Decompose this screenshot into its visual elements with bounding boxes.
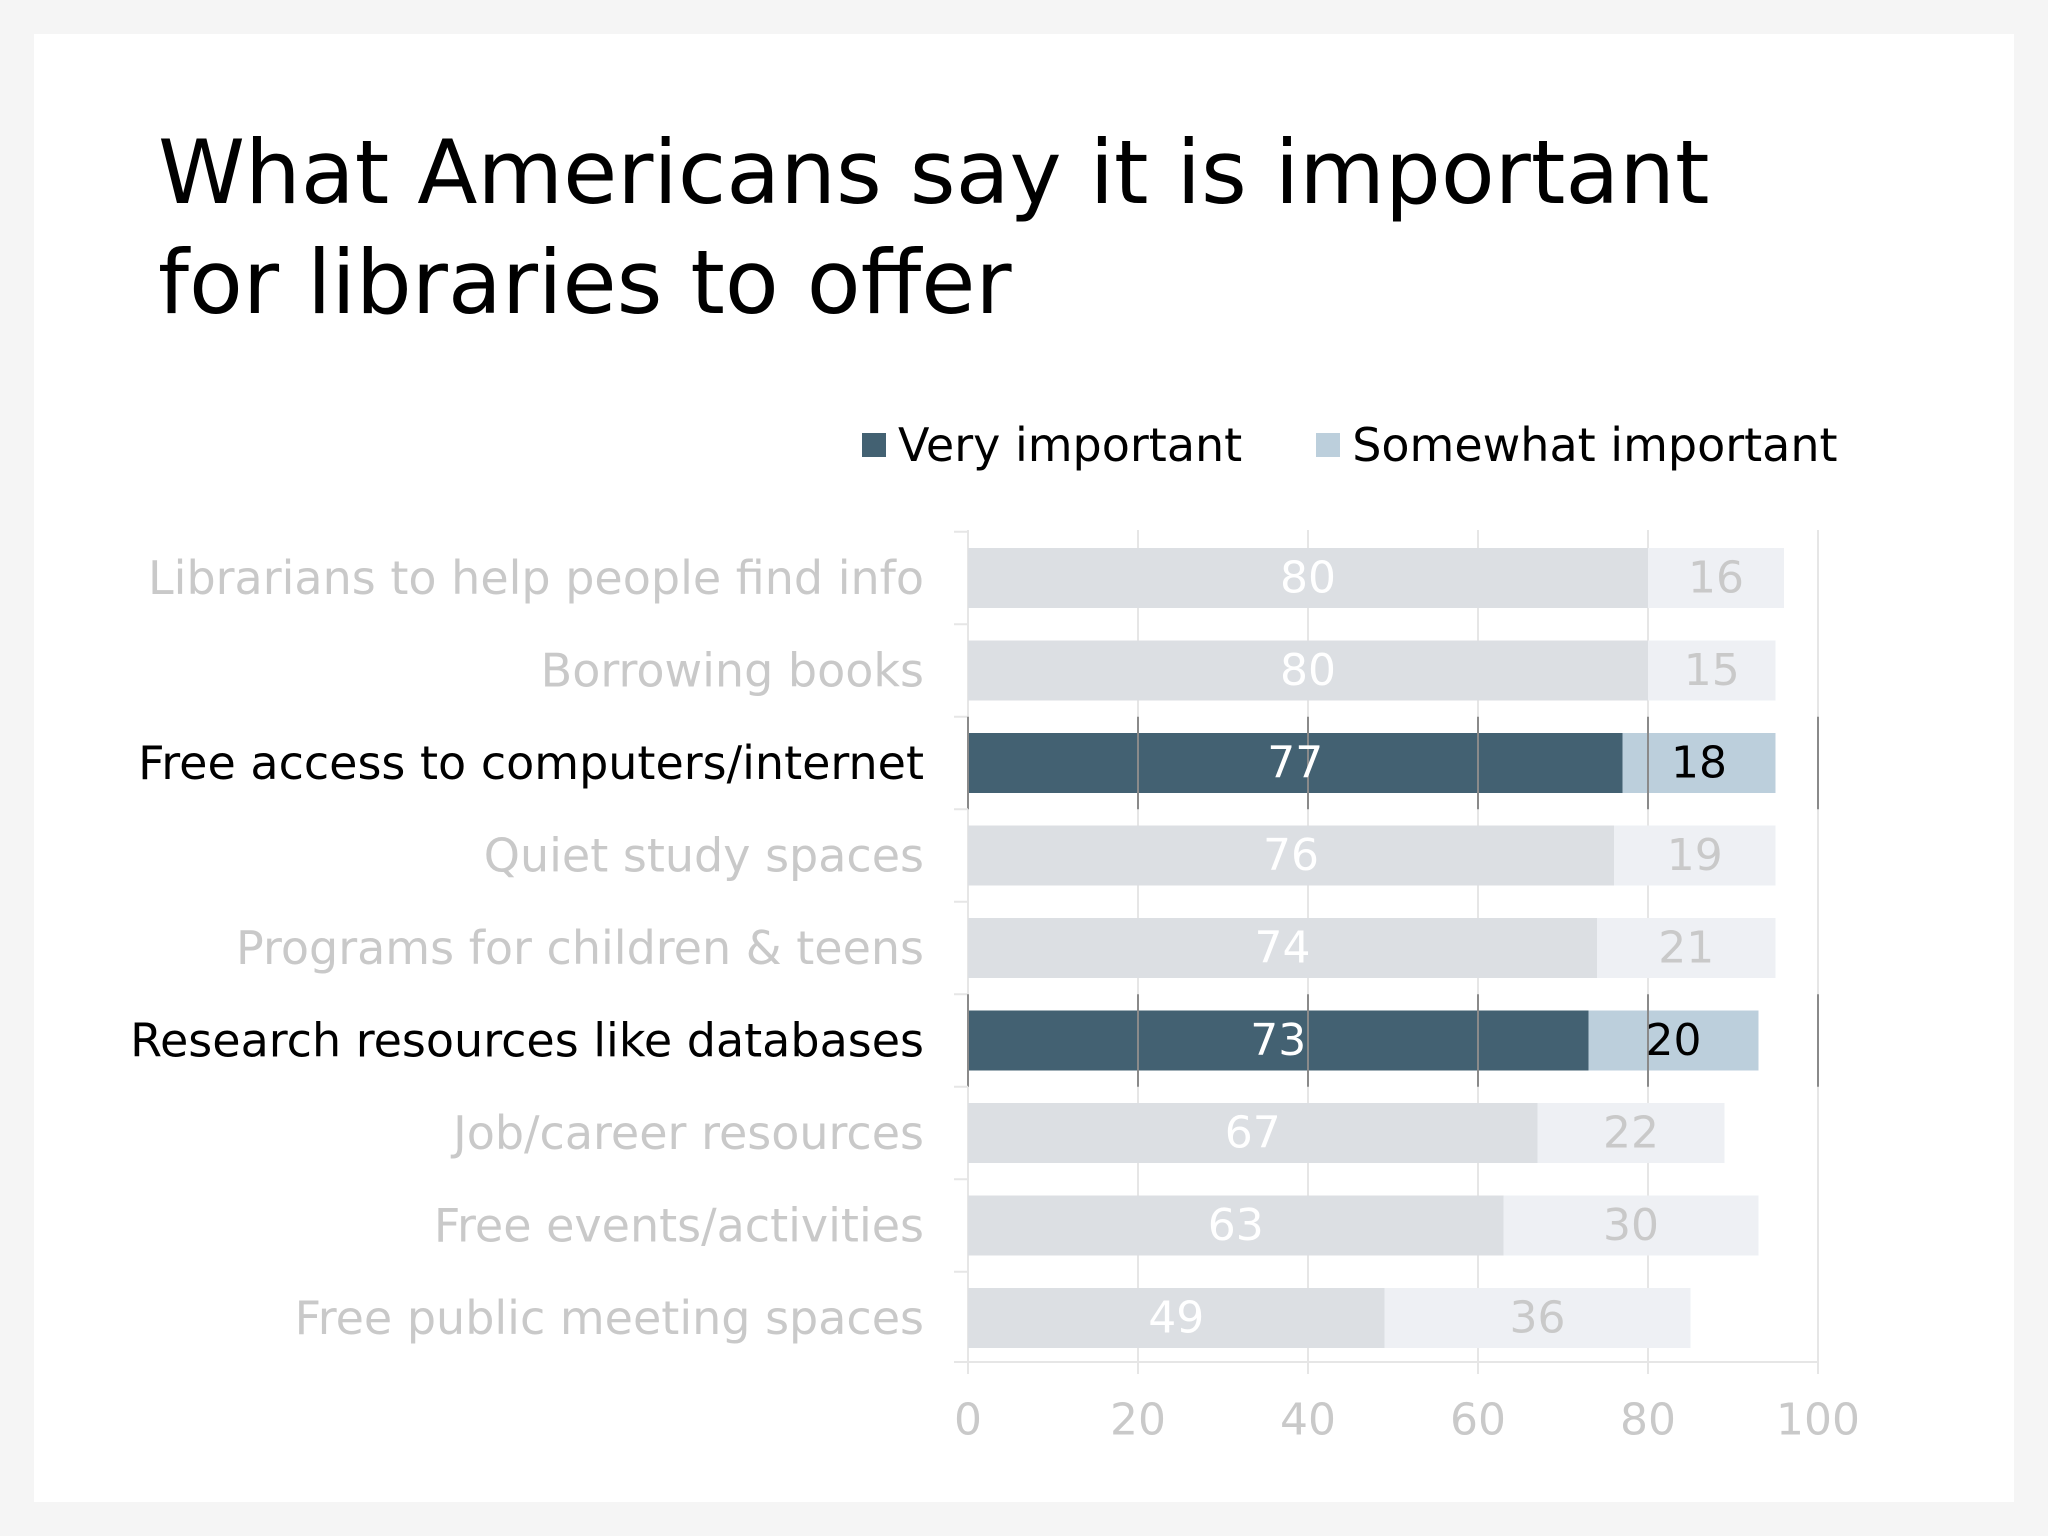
legend-item-somewhat-important: Somewhat important (1316, 418, 1838, 472)
chart-legend: Very important Somewhat important (862, 418, 1838, 472)
category-label: Job/career resources (450, 1106, 924, 1160)
bar-somewhat-important (1648, 640, 1776, 701)
bar-very-important (968, 1010, 1589, 1071)
bar-somewhat-important (1588, 1010, 1759, 1071)
data-label-somewhat-important: 15 (1684, 645, 1740, 696)
data-label-somewhat-important: 21 (1658, 923, 1714, 974)
data-label-somewhat-important: 22 (1603, 1108, 1659, 1159)
x-tick-label: 60 (1450, 1395, 1506, 1446)
bar-somewhat-important (1537, 1103, 1725, 1163)
category-label: Borrowing books (541, 644, 924, 698)
category-label: Free events/activities (434, 1199, 924, 1253)
category-label: Free access to computers/internet (138, 736, 924, 790)
bar-very-important (968, 1195, 1504, 1256)
legend-swatch-somewhat-important (1316, 433, 1341, 457)
bar-somewhat-important (1503, 1195, 1759, 1256)
bar-somewhat-important (1614, 825, 1776, 886)
bar-somewhat-important (1384, 1288, 1691, 1348)
chart-title-line-2: for libraries to offer (158, 231, 1012, 334)
data-label-very-important: 63 (1208, 1200, 1264, 1251)
category-label: Research resources like databases (130, 1014, 924, 1068)
bar-very-important (968, 1103, 1538, 1163)
bar-somewhat-important (1597, 918, 1776, 978)
bar-very-important (968, 640, 1648, 701)
x-tick-label: 40 (1280, 1395, 1336, 1446)
data-label-very-important: 80 (1280, 645, 1336, 696)
bar-very-important (968, 733, 1623, 793)
legend-label-very-important: Very important (898, 418, 1243, 472)
data-label-somewhat-important: 36 (1510, 1293, 1566, 1344)
bar-somewhat-important (1648, 548, 1784, 608)
chart-title-line-1: What Americans say it is important (158, 121, 1710, 224)
x-tick-label: 80 (1620, 1395, 1676, 1446)
data-label-very-important: 49 (1148, 1293, 1204, 1344)
data-label-very-important: 73 (1250, 1015, 1306, 1066)
category-label: Librarians to help people find info (148, 551, 924, 605)
bar-very-important (968, 918, 1597, 978)
legend-swatch-very-important (862, 433, 886, 457)
x-tick-label: 100 (1776, 1395, 1860, 1446)
bar-very-important (968, 548, 1648, 608)
data-label-very-important: 80 (1280, 553, 1336, 604)
data-label-very-important: 76 (1263, 830, 1319, 881)
x-tick-label: 0 (954, 1395, 982, 1446)
category-label: Free public meeting spaces (295, 1291, 924, 1345)
data-label-very-important: 77 (1267, 738, 1323, 789)
category-label: Quiet study spaces (484, 829, 924, 883)
data-label-very-important: 74 (1255, 923, 1311, 974)
bar-very-important (968, 1288, 1385, 1348)
category-label: Programs for children & teens (236, 921, 924, 975)
bar-very-important (968, 825, 1614, 886)
data-label-somewhat-important: 30 (1603, 1200, 1659, 1251)
data-label-somewhat-important: 16 (1688, 553, 1744, 604)
legend-item-very-important: Very important (862, 418, 1242, 472)
data-label-somewhat-important: 18 (1671, 738, 1727, 789)
x-tick-label: 20 (1110, 1395, 1166, 1446)
chart-title: What Americans say it is important for l… (158, 118, 1710, 338)
legend-label-somewhat-important: Somewhat important (1352, 418, 1838, 472)
data-label-somewhat-important: 20 (1646, 1015, 1702, 1066)
data-label-somewhat-important: 19 (1667, 830, 1723, 881)
data-label-very-important: 67 (1225, 1108, 1281, 1159)
